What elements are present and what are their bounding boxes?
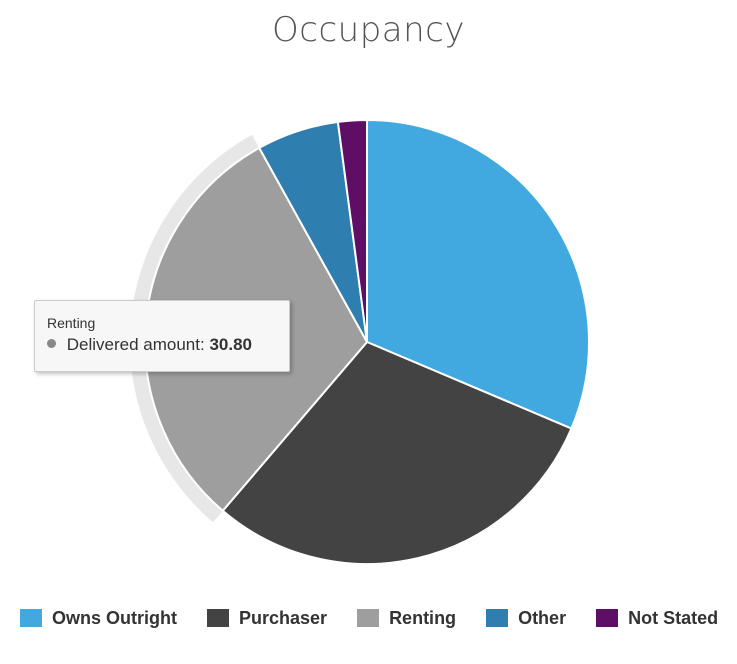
pie-slice-owns-outright[interactable] <box>366 119 590 430</box>
legend-label: Not Stated <box>628 607 719 628</box>
legend-label: Owns Outright <box>52 607 177 628</box>
legend-item-owns-outright[interactable]: Owns Outright <box>20 608 177 629</box>
legend-label: Renting <box>389 607 457 628</box>
legend-item-renting[interactable]: Renting <box>357 608 456 629</box>
legend-swatch <box>486 609 509 627</box>
legend-swatch <box>207 609 229 627</box>
chart-title: Occupancy <box>272 10 465 50</box>
legend: Owns Outright Purchaser Renting Other Not St… <box>20 604 718 632</box>
pie-slice-purchaser[interactable] <box>221 341 573 565</box>
legend-label: Purchaser <box>239 607 328 628</box>
legend-swatch <box>596 609 619 627</box>
legend-item-other[interactable]: Other <box>486 608 566 629</box>
tooltip-title: Renting <box>47 315 96 331</box>
legend-swatch <box>20 609 42 627</box>
legend-item-purchaser[interactable]: Purchaser <box>207 608 327 629</box>
tooltip-row: Delivered amount: 30.80 <box>47 335 279 355</box>
tooltip-series-label: Delivered amount: <box>66 335 205 354</box>
pie-slice-not-stated[interactable] <box>336 118 368 343</box>
legend-label: Other <box>518 607 567 628</box>
tooltip: Renting Delivered amount: 30.80 <box>34 300 290 372</box>
legend-item-not-stated[interactable]: Not Stated <box>596 608 718 629</box>
legend-swatch <box>357 609 380 627</box>
tooltip-value: 30.80 <box>209 335 252 354</box>
tooltip-bullet-icon <box>47 339 56 349</box>
